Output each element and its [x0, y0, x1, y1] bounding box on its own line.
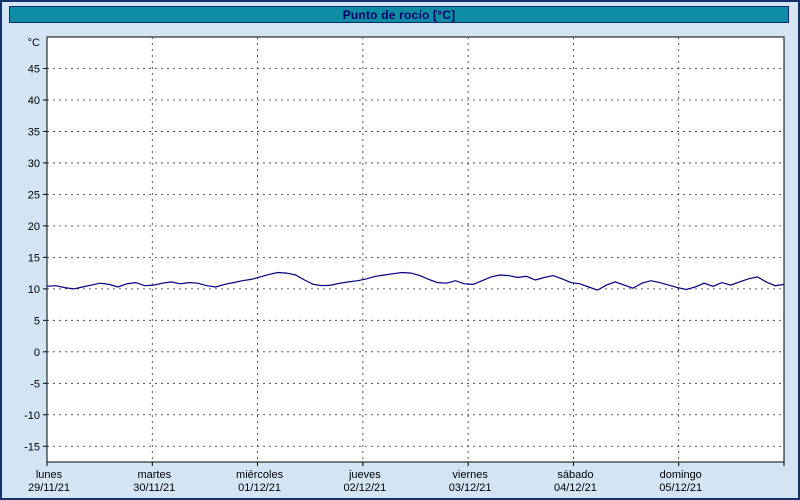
date-label: 01/12/21	[238, 482, 281, 494]
y-tick-label: 45	[28, 63, 40, 75]
date-label: 29/11/21	[28, 482, 70, 494]
y-axis-unit-label: °C	[28, 37, 40, 49]
day-label: martes	[137, 469, 171, 481]
chart-title-bar: Punto de rocío [°C]	[9, 6, 789, 23]
date-label: 03/12/21	[449, 482, 492, 494]
y-tick-label: -10	[24, 410, 40, 422]
y-tick-label: 25	[28, 189, 40, 201]
chart-title: Punto de rocío [°C]	[342, 7, 456, 22]
day-label: viernes	[452, 469, 488, 481]
y-tick-label: 10	[28, 284, 40, 296]
y-tick-label: -5	[30, 378, 40, 390]
y-tick-label: -15	[24, 441, 40, 453]
day-label: miércoles	[236, 469, 284, 481]
y-tick-label: 5	[34, 315, 40, 327]
day-label: jueves	[348, 469, 381, 481]
day-label: lunes	[36, 469, 63, 481]
y-tick-label: 0	[34, 347, 40, 359]
y-tick-label: 15	[28, 252, 40, 264]
date-label: 05/12/21	[659, 482, 702, 494]
day-label: domingo	[660, 469, 702, 481]
y-tick-label: 35	[28, 126, 40, 138]
y-tick-label: 30	[28, 158, 40, 170]
dewpoint-line	[46, 271, 785, 291]
y-tick-label: 20	[28, 221, 40, 233]
day-label: sábado	[557, 469, 593, 481]
y-tick-label: 40	[28, 95, 40, 107]
date-label: 02/12/21	[343, 482, 386, 494]
date-label: 30/11/21	[133, 482, 175, 494]
plot-area	[46, 36, 785, 463]
date-label: 04/12/21	[554, 482, 597, 494]
